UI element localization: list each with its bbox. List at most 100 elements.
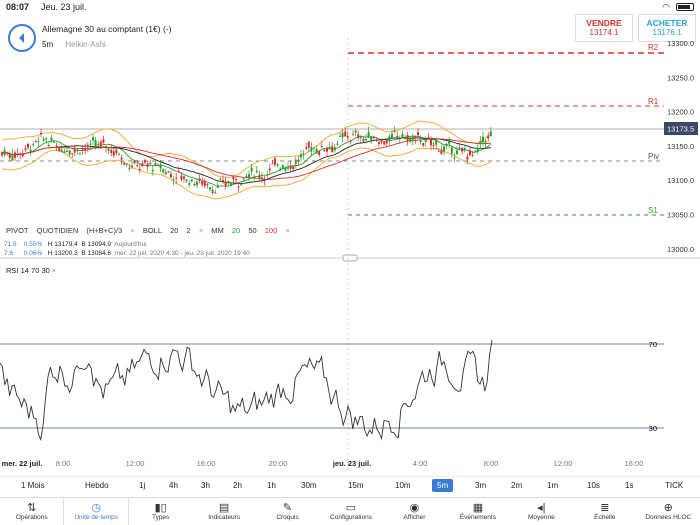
prev-high: H 13200.3	[47, 250, 78, 257]
piv-label: Piv	[648, 152, 659, 161]
prev-low: B 13084.6	[81, 250, 112, 257]
toolbar-label: Afficher	[403, 514, 426, 521]
toolbar-label: Configurations	[330, 514, 372, 521]
timeframe-hebdo[interactable]: Hebdo	[85, 481, 109, 490]
current-price-box	[664, 122, 698, 135]
rsi-upper-label: 70	[649, 340, 657, 349]
toolbar-pencil[interactable]: ✎ Croquis	[256, 498, 319, 525]
boll-p2: 2	[186, 226, 191, 235]
timeframe-tick[interactable]: TICK	[665, 481, 684, 490]
timeframe-2h[interactable]: 2h	[233, 481, 242, 490]
speaker-icon: ◂|	[537, 502, 546, 514]
rsi-p2: 70	[31, 266, 40, 275]
indicator-legend: PIVOT QUOTIDIEN (H+B+C)/3 × BOLL 20 2 × …	[6, 226, 296, 235]
price-chart[interactable]: R2 R1 Piv S1 13300.0 13250.0 13200.0 13150.…	[0, 38, 700, 470]
timeframe-3m[interactable]: 3m	[475, 481, 487, 490]
toolbar-clock[interactable]: ◷ Unité de temps	[63, 498, 129, 525]
sell-label: VENDRE	[586, 18, 622, 28]
rsi-p1: 14	[20, 266, 29, 275]
toolbar-eye[interactable]: ◉ Afficher	[383, 498, 446, 525]
timeframe-1-mois[interactable]: 1 Mois	[21, 481, 45, 490]
boll-label: BOLL	[142, 226, 162, 235]
remove-boll-icon[interactable]: ×	[198, 226, 204, 235]
prev-change: 7.6	[4, 250, 14, 257]
time-tick: 16:00	[197, 459, 216, 468]
timeframe-selector: 1 Mois Hebdo 1j 4h 3h 2h 1h 30m 15m 10m 5m 3m 2m 1m 10…	[0, 476, 700, 494]
toolbar-label: Échelle	[594, 514, 616, 521]
price-tick: 13100.0	[667, 176, 694, 185]
pivot-formula: (H+B+C)/3	[86, 226, 123, 235]
toolbar-candles[interactable]: ▮▯ Types	[129, 498, 192, 525]
back-arrow-icon	[19, 33, 24, 43]
toolbar-layout[interactable]: ▭ Configurations	[319, 498, 382, 525]
timeframe-4h[interactable]: 4h	[169, 481, 178, 490]
layout-icon: ▭	[345, 502, 357, 514]
crosshair-icon: ⊕	[663, 502, 673, 514]
time-tick: 8:00	[484, 459, 499, 468]
remove-mm-icon[interactable]: ×	[285, 226, 290, 235]
buy-price: 13176.1	[652, 28, 682, 37]
timeframe-10s[interactable]: 10s	[587, 481, 600, 490]
toolbar-scale[interactable]: ≣ Échelle	[573, 498, 636, 525]
toolbar-crosshair[interactable]: ⊕ Données HLOC	[637, 498, 700, 525]
back-button[interactable]	[8, 24, 36, 52]
session-stats: 71.6 0.55% H 13179.4 B 13094.9 Aujourd'h…	[4, 240, 250, 258]
toolbar-label: Événements	[459, 514, 496, 521]
toolbar-calendar[interactable]: ▦ Événements	[446, 498, 509, 525]
timeframe-1m[interactable]: 1m	[547, 481, 559, 490]
timeframe-5m[interactable]: 5m	[432, 479, 454, 492]
today-low: B 13094.9	[81, 241, 112, 248]
toolbar-label: Unité de temps	[74, 514, 119, 521]
bollinger-bands	[1, 120, 492, 200]
rsi-panel: 70 30	[0, 340, 664, 442]
pivot-label: PIVOT	[6, 226, 29, 235]
panel-resize-handle[interactable]	[342, 254, 358, 262]
status-time: 08:07	[6, 2, 30, 12]
price-panel: R2 R1 Piv S1	[0, 38, 700, 470]
r2-label: R2	[648, 43, 659, 52]
toolbar-label: Indicateurs	[208, 514, 240, 521]
toolbar-label: Moyenne	[527, 514, 555, 521]
instrument-interval: 5m	[42, 40, 54, 49]
battery-icon	[676, 3, 694, 11]
r1-label: R1	[648, 97, 659, 106]
timeframe-3h[interactable]: 3h	[201, 481, 210, 490]
toolbar-sort-arrows[interactable]: ⇅ Opérations	[0, 498, 63, 525]
time-tick: 4:00	[413, 459, 428, 468]
today-high: H 13179.4	[47, 241, 78, 248]
remove-pivot-icon[interactable]: ×	[130, 226, 135, 235]
price-tick: 13000.0	[667, 245, 694, 254]
timeframe-15m[interactable]: 15m	[348, 481, 364, 490]
timeframe-30m[interactable]: 30m	[301, 481, 317, 490]
status-date: Jeu. 23 juil.	[41, 2, 87, 12]
toolbar-label: Croquis	[276, 514, 299, 521]
timeframe-1j[interactable]: 1j	[139, 481, 146, 490]
sell-price: 13174.1	[589, 28, 619, 37]
clock-icon: ◷	[91, 502, 101, 514]
status-bar: 08:07 Jeu. 23 juil. ◠	[0, 0, 700, 14]
boll-p1: 20	[170, 226, 179, 235]
buy-button[interactable]: ACHETER 13176.1	[638, 14, 696, 42]
rsi-p3: 30	[41, 266, 50, 275]
remove-rsi-icon[interactable]: ×	[51, 266, 57, 275]
price-tick: 13300.0	[667, 39, 694, 48]
timeframe-1s[interactable]: 1s	[625, 481, 634, 490]
indicators-icon: ▤	[218, 502, 230, 514]
rsi-name: RSI	[6, 266, 19, 275]
mm-20: 20	[231, 226, 241, 235]
timeframe-2m[interactable]: 2m	[511, 481, 523, 490]
timeframe-10m[interactable]: 10m	[395, 481, 411, 490]
instrument-name: Allemagne 30 au comptant (1€) (-)	[42, 24, 172, 34]
scale-icon: ≣	[600, 502, 610, 514]
price-tick: 13050.0	[667, 211, 694, 220]
timeframe-1h[interactable]: 1h	[267, 481, 276, 490]
current-price: 13173.5	[667, 125, 694, 134]
time-tick: 16:00	[625, 459, 644, 468]
toolbar-indicators[interactable]: ▤ Indicateurs	[192, 498, 255, 525]
eye-icon: ◉	[409, 502, 420, 514]
sell-button[interactable]: VENDRE 13174.1	[575, 14, 633, 42]
price-tick: 13200.0	[667, 108, 694, 117]
toolbar-speaker[interactable]: ◂| Moyenne	[510, 498, 573, 525]
buy-label: ACHETER	[646, 18, 688, 28]
s1-label: S1	[648, 206, 658, 215]
